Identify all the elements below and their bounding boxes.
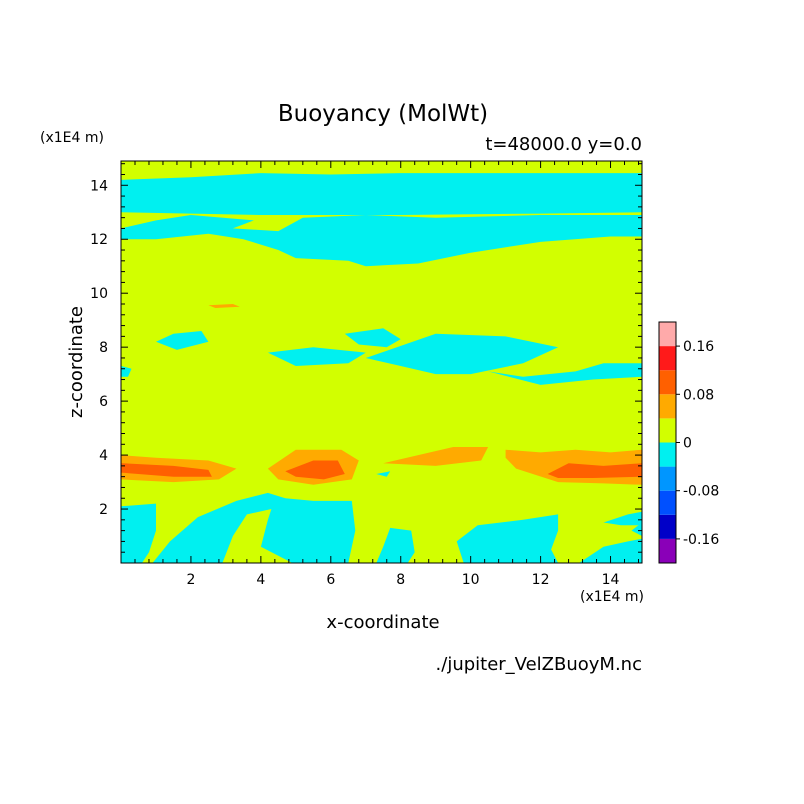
colorbar-segment (659, 490, 676, 515)
y-tick-label: 14 (90, 178, 108, 194)
x-tick-label: 8 (396, 572, 405, 588)
contour-region (631, 522, 642, 536)
colorbar-segment (659, 322, 676, 347)
x-tick-label: 10 (462, 572, 480, 588)
y-tick-label: 6 (99, 394, 108, 410)
contour-region (344, 328, 401, 348)
colorbar-tick-label: -0.08 (683, 484, 719, 500)
contour-region (547, 463, 642, 478)
contour-region (156, 331, 209, 350)
x-axis-unit: (x1E4 m) (580, 589, 644, 605)
colorbar-segment (659, 514, 676, 539)
y-axis-label: z-coordinate (66, 306, 87, 418)
x-tick-label: 2 (186, 572, 195, 588)
x-tick-label: 12 (532, 572, 550, 588)
contour-region (603, 511, 642, 526)
contour-region (121, 503, 156, 563)
y-axis-ticks: 2 4 6 8 10 12 14 (90, 163, 642, 553)
chart-subtitle: t=48000.0 y=0.0 (485, 134, 642, 155)
colorbar-segment (659, 418, 676, 443)
colorbar (658, 321, 677, 564)
y-tick-label: 10 (90, 286, 108, 302)
colorbar-tick-labels: 0.16 0.08 0 -0.08 -0.16 (676, 339, 719, 548)
x-axis-label: x-coordinate (326, 612, 439, 633)
contour-region (152, 492, 356, 563)
y-tick-label: 4 (99, 448, 108, 464)
y-axis-unit: (x1E4 m) (40, 130, 104, 146)
colorbar-segment (659, 346, 676, 371)
colorbar-segment (659, 442, 676, 467)
colorbar-segment (659, 538, 676, 563)
contour-region (121, 463, 212, 477)
contour-region (456, 514, 559, 563)
contour-region (579, 538, 642, 563)
colorbar-tick-label: -0.16 (683, 532, 719, 548)
colorbar-tick-label: 0 (683, 436, 692, 452)
chart-title: Buoyancy (MolWt) (278, 101, 488, 127)
contour-region (376, 471, 391, 477)
y-tick-label: 8 (99, 340, 108, 356)
contour-region (121, 173, 642, 215)
x-tick-label: 4 (256, 572, 265, 588)
contour-region (383, 447, 489, 466)
contour-region (267, 347, 366, 366)
colorbar-tick-label: 0.08 (683, 387, 714, 403)
contour-region (488, 363, 642, 385)
contour-region (208, 304, 240, 308)
contour-region (365, 333, 559, 375)
contour-region (376, 527, 415, 563)
colorbar-segment (659, 466, 676, 491)
source-filename: ./jupiter_VelZBuoyM.nc (436, 654, 642, 675)
colorbar-segment (659, 370, 676, 395)
contour-region (121, 215, 642, 267)
colorbar-tick-label: 0.16 (683, 339, 714, 355)
contour-region (285, 460, 345, 480)
x-tick-label: 6 (326, 572, 335, 588)
plot-area (120, 160, 643, 564)
plot-frame (120, 160, 643, 564)
colorbar-segment (659, 394, 676, 419)
y-tick-label: 12 (90, 232, 108, 248)
y-tick-label: 2 (99, 502, 108, 518)
x-axis-ticks: 2 4 6 8 10 12 14 (134, 161, 640, 588)
x-tick-label: 14 (602, 572, 620, 588)
